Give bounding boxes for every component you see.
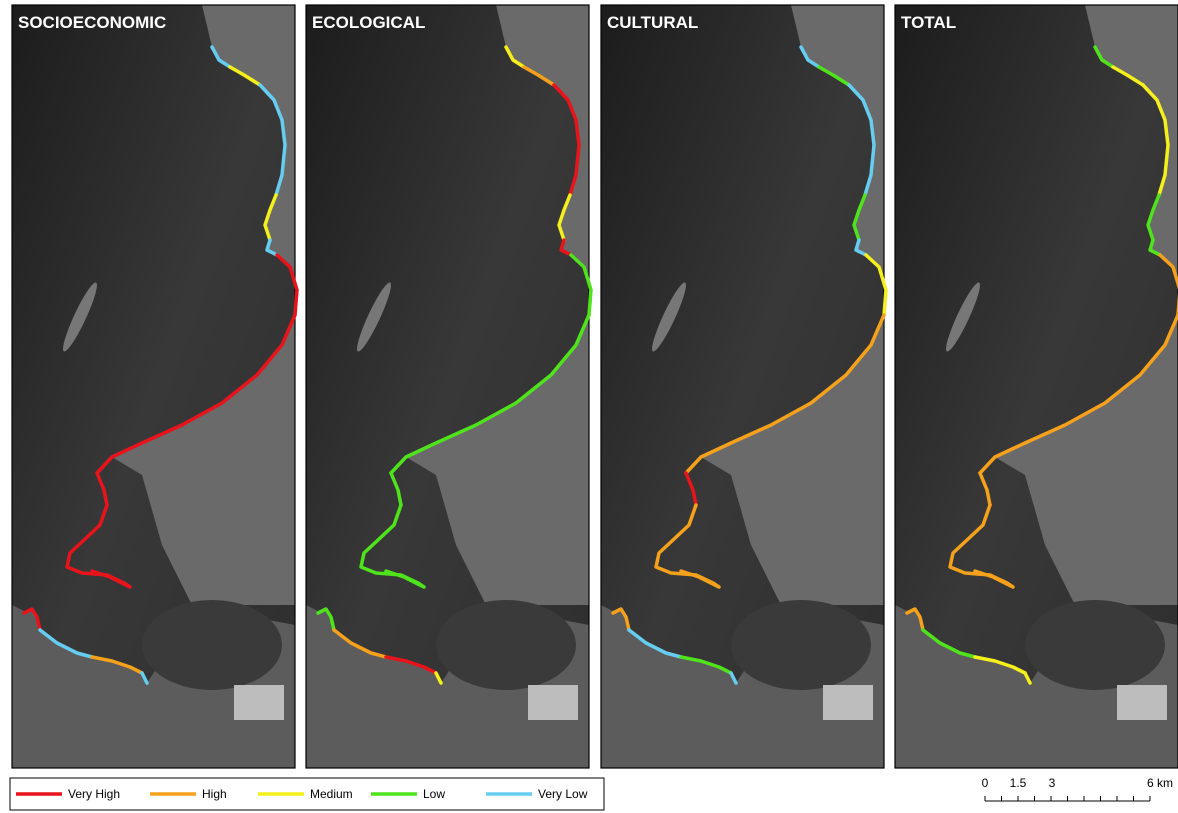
panel-title: CULTURAL	[607, 13, 698, 32]
scale-label: 0	[982, 776, 989, 790]
panel-title: SOCIOECONOMIC	[18, 13, 166, 32]
map-panel: TOTAL	[895, 5, 1178, 768]
figure: Very High High Medium Low Very Low 0 1.5 3 6 km…	[0, 0, 1178, 813]
bay	[731, 600, 871, 690]
airport	[1117, 685, 1167, 720]
legend-label: Low	[423, 787, 445, 801]
bay	[142, 600, 282, 690]
panel-title: TOTAL	[901, 13, 956, 32]
bay	[436, 600, 576, 690]
bay	[1025, 600, 1165, 690]
scale-bar: 0 1.5 3 6 km	[982, 776, 1173, 801]
scale-label: 6 km	[1147, 776, 1173, 790]
map-panel: SOCIOECONOMIC	[12, 5, 297, 768]
airport	[234, 685, 284, 720]
legend-label: Medium	[310, 787, 353, 801]
legend-label: High	[202, 787, 227, 801]
scale-label: 3	[1049, 776, 1056, 790]
panel-title: ECOLOGICAL	[312, 13, 425, 32]
legend-label: Very High	[68, 787, 120, 801]
map-panel: ECOLOGICAL	[306, 5, 591, 768]
airport	[823, 685, 873, 720]
scale-label: 1.5	[1010, 776, 1027, 790]
airport	[528, 685, 578, 720]
legend-label: Very Low	[538, 787, 588, 801]
map-panel: CULTURAL	[601, 5, 886, 768]
